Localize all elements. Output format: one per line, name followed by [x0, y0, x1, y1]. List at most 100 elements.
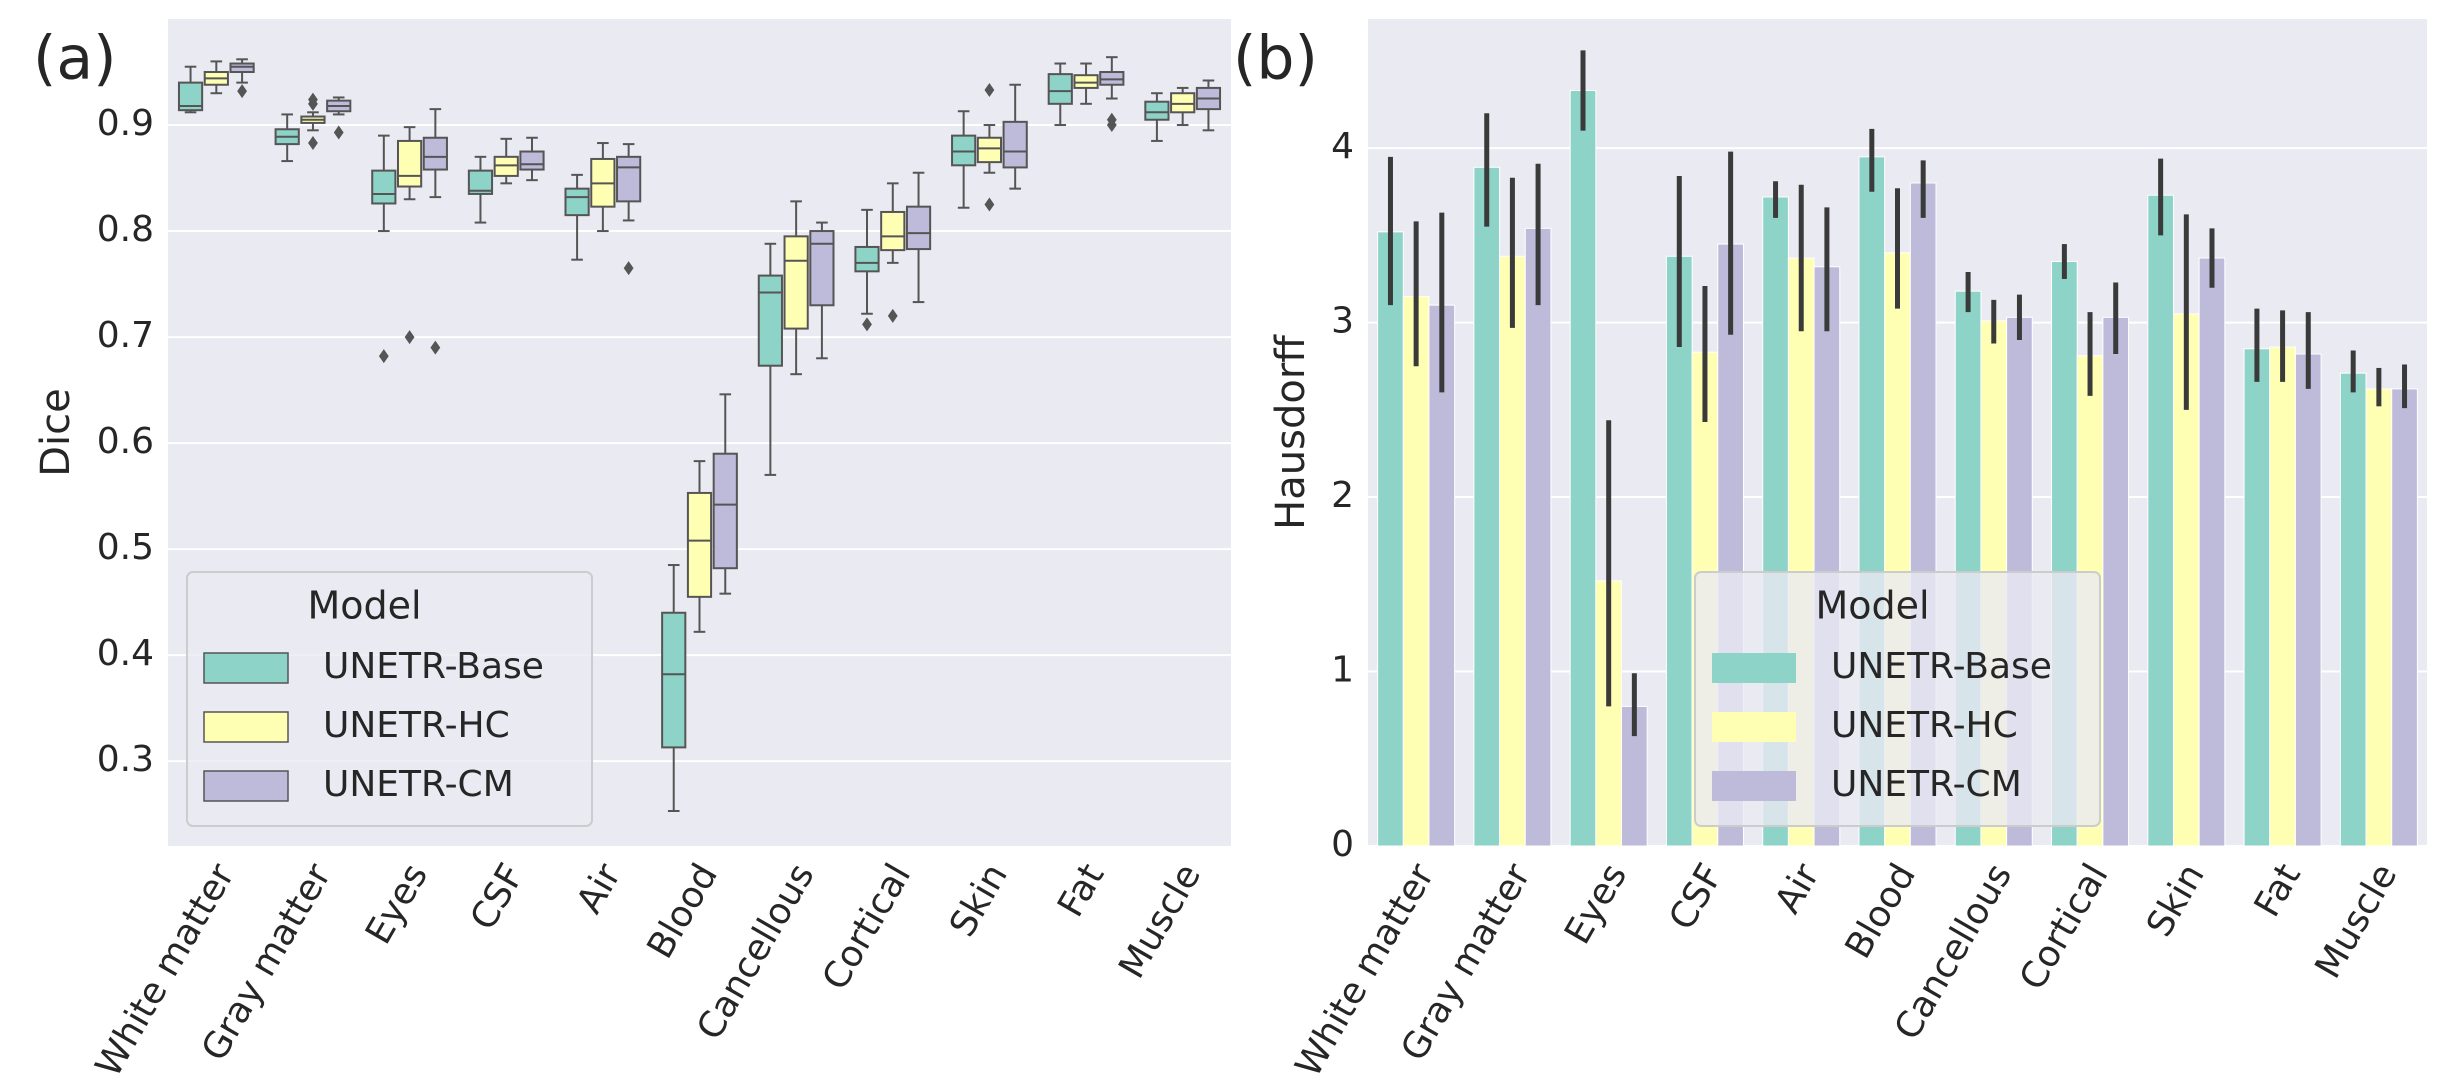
bar	[2339, 372, 2367, 847]
outlier	[862, 317, 872, 332]
legend-swatch	[1712, 712, 1796, 742]
box	[951, 134, 977, 167]
outlier	[333, 125, 344, 140]
legend-label: UNETR-CM	[1831, 764, 2022, 805]
y-tick-label: 4	[1331, 126, 1354, 167]
legend-label: UNETR-HC	[1831, 705, 2018, 746]
legend-swatch	[1712, 771, 1796, 801]
legend-label: UNETR-HC	[323, 705, 510, 746]
x-tick-label: Cortical	[815, 857, 919, 997]
bar	[1402, 295, 1430, 847]
x-tick-label: Air	[569, 857, 629, 920]
bar	[2391, 388, 2418, 847]
y-axis-label: Hausdorff	[1268, 334, 1314, 530]
box	[616, 155, 642, 203]
box	[1073, 74, 1099, 89]
x-tick-label: Muscle	[1111, 857, 1209, 985]
box	[1047, 73, 1073, 105]
y-axis-label: Dice	[33, 388, 79, 477]
y-tick-label: 0.3	[97, 739, 154, 780]
x-tick-label: CSF	[1662, 857, 1732, 937]
outlier	[308, 136, 318, 151]
y-tick-label: 0	[1331, 824, 1354, 865]
box	[467, 169, 494, 195]
y-tick-label: 1	[1331, 650, 1354, 691]
legend-title: Model	[1815, 584, 1929, 628]
box	[371, 169, 397, 205]
panel-label: (b)	[1233, 24, 1318, 94]
legend-label: UNETR-Base	[323, 646, 544, 687]
y-tick-label: 0.7	[97, 315, 154, 356]
x-tick-label: Air	[1767, 857, 1827, 920]
bar	[2365, 388, 2393, 847]
box	[880, 210, 906, 252]
bar	[1499, 255, 1526, 847]
box	[712, 452, 738, 570]
y-tick-label: 3	[1331, 301, 1354, 342]
legend-box	[1694, 571, 2101, 827]
box	[519, 150, 545, 171]
box	[976, 136, 1003, 164]
y-tick-label: 0.6	[97, 421, 154, 462]
y-tick-label: 0.5	[97, 527, 154, 568]
box	[396, 139, 423, 188]
box	[854, 245, 880, 273]
x-tick-label: Fat	[1050, 857, 1112, 924]
legend-label: UNETR-CM	[323, 764, 514, 805]
legend-swatch	[203, 770, 289, 802]
x-tick-label: Skin	[942, 857, 1016, 944]
legend-title: Model	[307, 584, 421, 628]
bar	[1377, 231, 1404, 847]
box	[905, 205, 932, 251]
box	[1099, 71, 1125, 86]
bar	[1665, 255, 1693, 847]
x-tick-label: Eyes	[1557, 857, 1635, 951]
y-tick-label: 2	[1331, 475, 1354, 516]
outlier	[984, 197, 995, 212]
box	[809, 230, 835, 307]
outlier	[887, 308, 898, 323]
box	[686, 491, 713, 598]
legend-swatch	[1712, 653, 1796, 683]
bar	[2198, 257, 2226, 847]
panel-label: (a)	[33, 24, 117, 94]
bar	[1473, 166, 1501, 847]
x-tick-label: Muscle	[2308, 857, 2406, 985]
y-tick-label: 0.9	[97, 103, 154, 144]
y-tick-label: 0.4	[97, 633, 154, 674]
legend-box	[186, 571, 593, 827]
bar	[2269, 346, 2296, 847]
bar	[1569, 90, 1597, 847]
outlier	[984, 83, 995, 98]
box	[229, 62, 255, 74]
x-tick-label: Blood	[640, 857, 726, 965]
x-tick-label: CSF	[463, 857, 533, 937]
box	[757, 274, 783, 367]
bar	[2243, 348, 2271, 847]
outlier	[623, 261, 634, 276]
box	[661, 611, 687, 749]
outlier	[237, 84, 247, 99]
x-tick-label: Blood	[1838, 857, 1924, 965]
legend-swatch	[203, 652, 289, 684]
legend-label: UNETR-Base	[1831, 646, 2052, 687]
outlier	[430, 340, 441, 355]
x-tick-label: Eyes	[358, 857, 436, 951]
box	[493, 155, 519, 177]
bar	[2147, 194, 2174, 847]
box	[564, 187, 590, 217]
box	[1144, 100, 1170, 121]
y-tick-label: 0.8	[97, 209, 154, 250]
outlier	[1106, 112, 1117, 127]
box	[422, 136, 448, 171]
box	[783, 235, 809, 330]
x-tick-label: Cortical	[2012, 857, 2116, 997]
bar	[1524, 227, 1552, 847]
bar	[2294, 353, 2322, 847]
outlier	[308, 92, 318, 107]
x-tick-label: Skin	[2139, 857, 2213, 944]
x-tick-label: Fat	[2247, 857, 2309, 924]
outlier	[404, 330, 415, 345]
box	[177, 81, 204, 112]
